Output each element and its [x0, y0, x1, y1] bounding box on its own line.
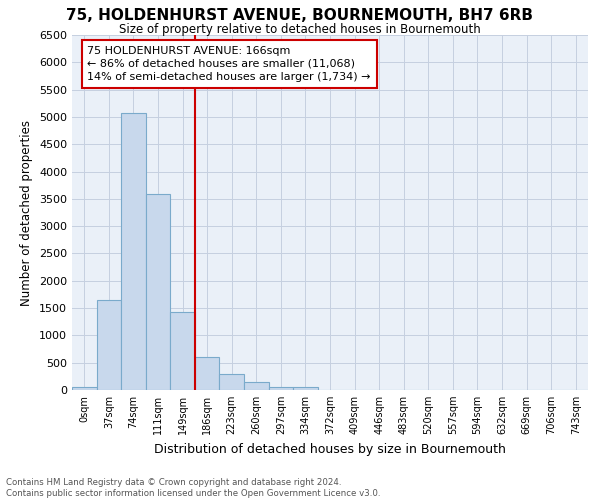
Bar [170, 312, 195, 390]
Y-axis label: Number of detached properties: Number of detached properties [20, 120, 34, 306]
Bar [244, 382, 269, 390]
Text: 75, HOLDENHURST AVENUE, BOURNEMOUTH, BH7 6RB: 75, HOLDENHURST AVENUE, BOURNEMOUTH, BH7… [67, 8, 533, 22]
X-axis label: Distribution of detached houses by size in Bournemouth: Distribution of detached houses by size … [154, 442, 506, 456]
Bar [220, 374, 244, 390]
Bar [269, 386, 293, 390]
Bar [293, 388, 318, 390]
Text: 75 HOLDENHURST AVENUE: 166sqm
← 86% of detached houses are smaller (11,068)
14% : 75 HOLDENHURST AVENUE: 166sqm ← 86% of d… [88, 46, 371, 82]
Text: Size of property relative to detached houses in Bournemouth: Size of property relative to detached ho… [119, 22, 481, 36]
Bar [72, 386, 97, 390]
Bar [121, 112, 146, 390]
Bar [97, 300, 121, 390]
Bar [195, 356, 220, 390]
Text: Contains HM Land Registry data © Crown copyright and database right 2024.
Contai: Contains HM Land Registry data © Crown c… [6, 478, 380, 498]
Bar [146, 194, 170, 390]
